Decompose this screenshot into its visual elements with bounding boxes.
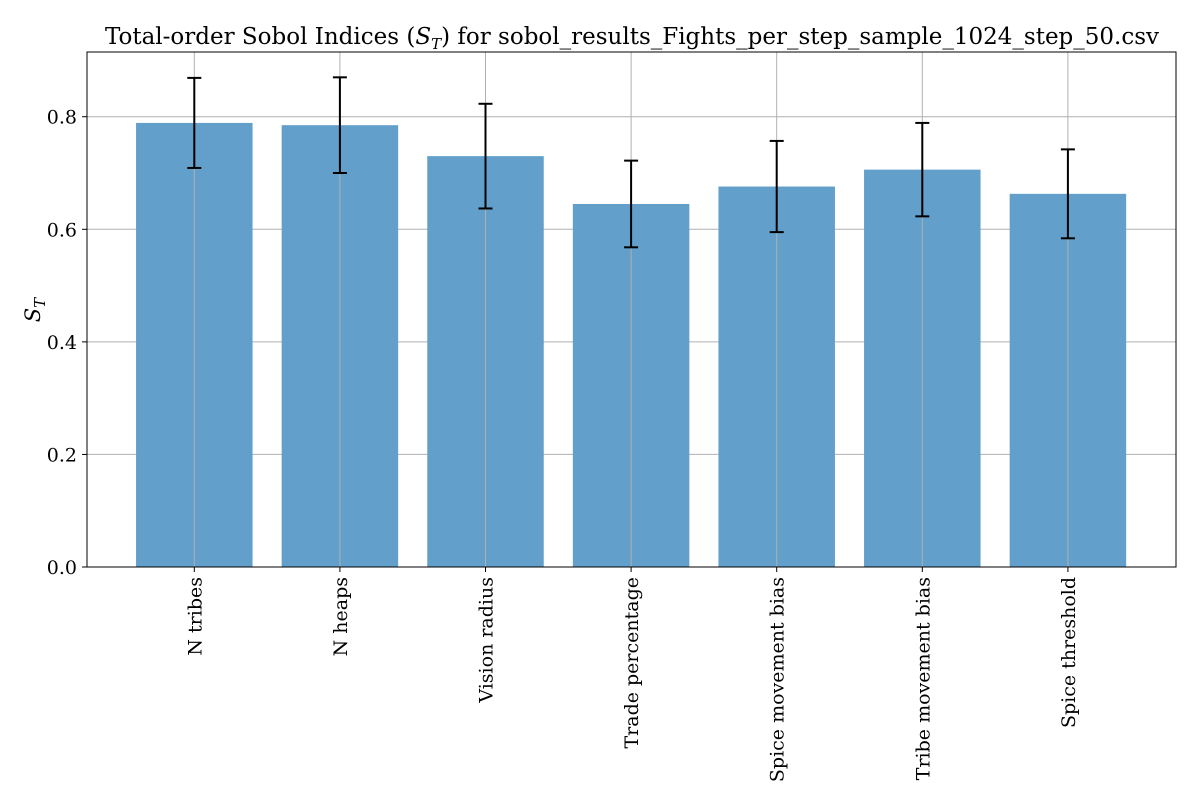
error-bars-layer — [187, 76, 1075, 249]
x-tick-label: Spice movement bias — [767, 577, 789, 782]
title-symbol: S — [415, 24, 431, 50]
ylabel-symbol: S — [21, 308, 45, 322]
y-tick-label: 0.6 — [47, 219, 77, 241]
title-subscript: T — [431, 35, 442, 53]
x-tick-label: Tribe movement bias — [912, 577, 934, 780]
title-prefix: Total-order Sobol Indices ( — [105, 24, 415, 50]
y-tick-label: 0.8 — [47, 107, 77, 129]
ylabel-subscript: T — [31, 297, 49, 308]
x-tick-label: N tribes — [184, 577, 206, 656]
y-tick-label: 0.4 — [47, 332, 77, 354]
x-tick-label: N heaps — [330, 577, 352, 656]
chart-title: Total-order Sobol Indices (ST) for sobol… — [105, 24, 1159, 53]
x-tick-label: Spice threshold — [1058, 577, 1080, 728]
x-tick-label: Trade percentage — [621, 577, 643, 749]
y-tick-label: 0.0 — [47, 557, 77, 579]
x-ticks-layer: N tribes N heaps Vision radius Trade percen… — [184, 567, 1080, 782]
y-ticks-layer: 0.0 0.2 0.4 0.6 0.8 — [47, 107, 87, 579]
title-suffix: ) for sobol_results_Fights_per_step_samp… — [441, 24, 1159, 50]
y-axis-label: ST — [21, 297, 49, 322]
y-tick-label: 0.2 — [47, 444, 77, 466]
x-tick-label: Vision radius — [476, 577, 498, 704]
